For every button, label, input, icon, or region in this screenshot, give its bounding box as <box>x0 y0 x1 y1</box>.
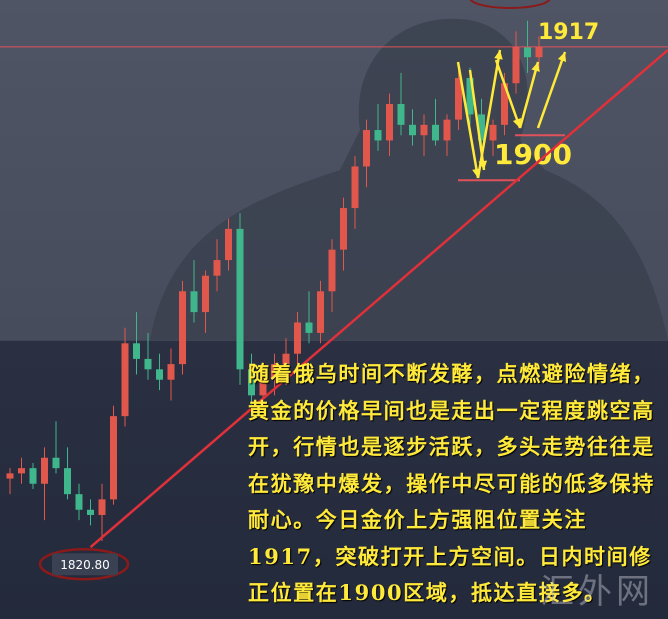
candle-body <box>156 369 163 380</box>
arrow <box>536 51 567 129</box>
candle-body <box>443 119 451 141</box>
arrow <box>494 59 522 129</box>
candle-body <box>409 124 416 136</box>
candle-body <box>6 473 14 479</box>
trend-line <box>89 49 668 549</box>
candle-body <box>236 228 244 370</box>
candle-body <box>190 291 198 313</box>
candle-body <box>294 322 301 354</box>
candle-body <box>455 78 462 120</box>
watermark: 汇外网 <box>540 572 654 612</box>
arrow <box>456 61 480 179</box>
arrow-head <box>531 62 540 72</box>
candle-body <box>374 130 382 141</box>
low-label: 1820.80 <box>60 558 110 572</box>
commentary: 随着俄乌时间不断发酵，点燃避险情绪，黄金的价格早间也是走出一定程度跳空高开，行情… <box>248 361 655 605</box>
candle-body <box>512 46 520 84</box>
top-ellipse <box>469 0 551 9</box>
candle-body <box>64 468 71 495</box>
candle-body <box>167 364 175 380</box>
candle-body <box>466 78 474 115</box>
arrow-head <box>557 52 567 62</box>
low-ellipse <box>38 547 130 581</box>
candle-body <box>213 260 221 276</box>
candle-body <box>87 509 94 515</box>
candle-body <box>133 343 140 359</box>
low-label-box <box>52 553 118 576</box>
candle-body <box>305 322 313 333</box>
candle-body <box>110 416 117 500</box>
arrow-head <box>478 160 488 170</box>
candle-body <box>317 291 324 333</box>
candle-body <box>259 379 267 396</box>
candle-body <box>41 457 48 484</box>
candle-body <box>328 249 336 292</box>
candle-body <box>29 468 37 484</box>
candle-body <box>75 494 83 510</box>
candle-body <box>432 124 439 141</box>
candle-body <box>535 46 543 58</box>
candle-body <box>248 369 255 396</box>
candle-body <box>202 275 209 313</box>
candle-body <box>363 130 370 167</box>
photo-silhouette <box>150 18 668 340</box>
candle-body <box>282 353 290 365</box>
candle-body <box>121 343 129 417</box>
arrow <box>518 61 540 129</box>
arrow-head <box>494 50 503 60</box>
candle-body <box>271 364 278 380</box>
candle-body <box>524 46 531 58</box>
candle-body <box>397 104 405 125</box>
arrow-head <box>512 118 522 128</box>
candle-body <box>420 124 428 136</box>
candle-body <box>98 499 106 515</box>
candle-body <box>144 358 152 370</box>
candle-body <box>18 468 25 474</box>
candle-body <box>179 291 186 365</box>
arrow <box>468 69 486 171</box>
resistance-label: 1917 <box>538 20 599 45</box>
candle-body <box>501 83 508 125</box>
candle-body <box>52 457 60 469</box>
candle-body <box>489 124 497 141</box>
candle-body <box>386 104 393 141</box>
candle-body <box>225 228 232 261</box>
candle-body <box>340 208 347 250</box>
candle-body <box>351 166 359 209</box>
candle-body <box>478 114 485 141</box>
